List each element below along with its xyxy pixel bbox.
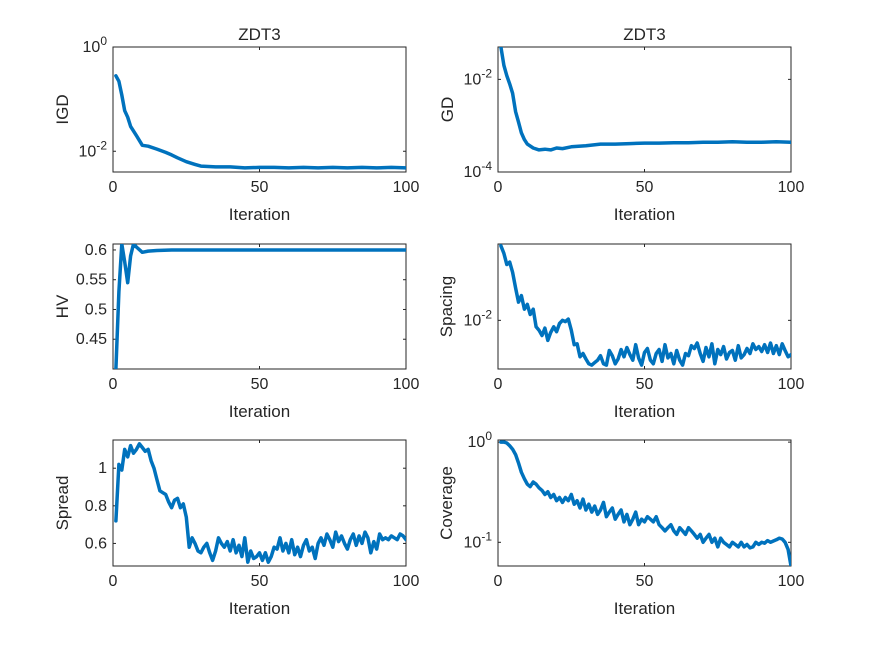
series-line-igd bbox=[114, 74, 406, 170]
subplot-hv: 0 50 100 0.45 0.5 0.55 0.6 Iteration HV bbox=[53, 242, 419, 421]
subplot-gd: 0 50 100 10-4 10-2 Iteration GD ZDT3 bbox=[438, 25, 804, 224]
x-axis-label: Iteration bbox=[229, 205, 290, 224]
x-tick-label: 100 bbox=[778, 573, 805, 590]
y-axis-label: Coverage bbox=[437, 466, 456, 540]
x-tick-label: 0 bbox=[494, 179, 503, 196]
x-tick-label: 0 bbox=[109, 573, 118, 590]
y-tick-label: 0.45 bbox=[76, 331, 107, 348]
subplot-spacing: 0 50 100 10-2 Iteration Spacing bbox=[437, 243, 805, 421]
x-axis-label: Iteration bbox=[614, 205, 675, 224]
subplot-coverage: 0 50 100 10-1 100 Iteration Coverage bbox=[437, 429, 804, 618]
y-tick-label: 10-2 bbox=[79, 138, 108, 160]
y-tick-label: 1 bbox=[98, 460, 107, 477]
x-tick-label: 100 bbox=[393, 573, 420, 590]
x-tick-label: 50 bbox=[636, 376, 654, 393]
y-tick-label: 100 bbox=[468, 429, 493, 451]
x-tick-label: 50 bbox=[251, 376, 269, 393]
x-tick-label: 0 bbox=[109, 376, 118, 393]
y-tick-label: 10-1 bbox=[464, 529, 493, 551]
y-axis-label: IGD bbox=[53, 94, 72, 124]
x-axis-label: Iteration bbox=[229, 402, 290, 421]
x-tick-label: 50 bbox=[251, 573, 269, 590]
series-line-coverage bbox=[499, 440, 791, 566]
y-tick-label: 0.8 bbox=[85, 498, 107, 515]
axes-box bbox=[112, 439, 407, 567]
axes-box bbox=[112, 243, 407, 370]
x-tick-label: 0 bbox=[494, 573, 503, 590]
x-tick-label: 50 bbox=[636, 179, 654, 196]
subplot-spread: 0 50 100 0.6 0.8 1 Iteration Spread bbox=[53, 439, 420, 618]
x-tick-label: 100 bbox=[778, 376, 805, 393]
y-tick-label: 10-2 bbox=[464, 66, 493, 88]
axes-box bbox=[497, 243, 792, 370]
x-tick-label: 100 bbox=[393, 179, 420, 196]
x-tick-label: 0 bbox=[109, 179, 118, 196]
x-axis-label: Iteration bbox=[229, 599, 290, 618]
x-axis-label: Iteration bbox=[614, 402, 675, 421]
y-axis-label: GD bbox=[438, 97, 457, 123]
y-tick-label: 10-4 bbox=[464, 159, 493, 181]
x-tick-label: 50 bbox=[636, 573, 654, 590]
y-tick-label: 10-2 bbox=[464, 307, 493, 329]
axes-box bbox=[112, 46, 407, 173]
y-axis-label: Spread bbox=[53, 476, 72, 531]
subplot-igd: 0 50 100 10-2 100 Iteration IGD ZDT3 bbox=[53, 25, 419, 224]
x-tick-label: 0 bbox=[494, 376, 503, 393]
series-line-gd bbox=[499, 47, 791, 152]
axes-box bbox=[497, 46, 792, 173]
x-tick-label: 100 bbox=[778, 179, 805, 196]
y-tick-label: 100 bbox=[83, 34, 108, 56]
series-line-spread bbox=[114, 442, 406, 564]
chart-title: ZDT3 bbox=[623, 25, 666, 44]
x-tick-label: 100 bbox=[393, 376, 420, 393]
x-tick-label: 50 bbox=[251, 179, 269, 196]
y-axis-label: Spacing bbox=[437, 276, 456, 337]
y-tick-label: 0.6 bbox=[85, 535, 107, 552]
y-tick-label: 0.5 bbox=[85, 301, 107, 318]
y-axis-label: HV bbox=[53, 294, 72, 318]
series-line-spacing bbox=[499, 244, 791, 367]
chart-title: ZDT3 bbox=[238, 25, 281, 44]
y-tick-label: 0.55 bbox=[76, 272, 107, 289]
series-line-hv bbox=[114, 244, 406, 369]
y-tick-label: 0.6 bbox=[85, 242, 107, 259]
x-axis-label: Iteration bbox=[614, 599, 675, 618]
